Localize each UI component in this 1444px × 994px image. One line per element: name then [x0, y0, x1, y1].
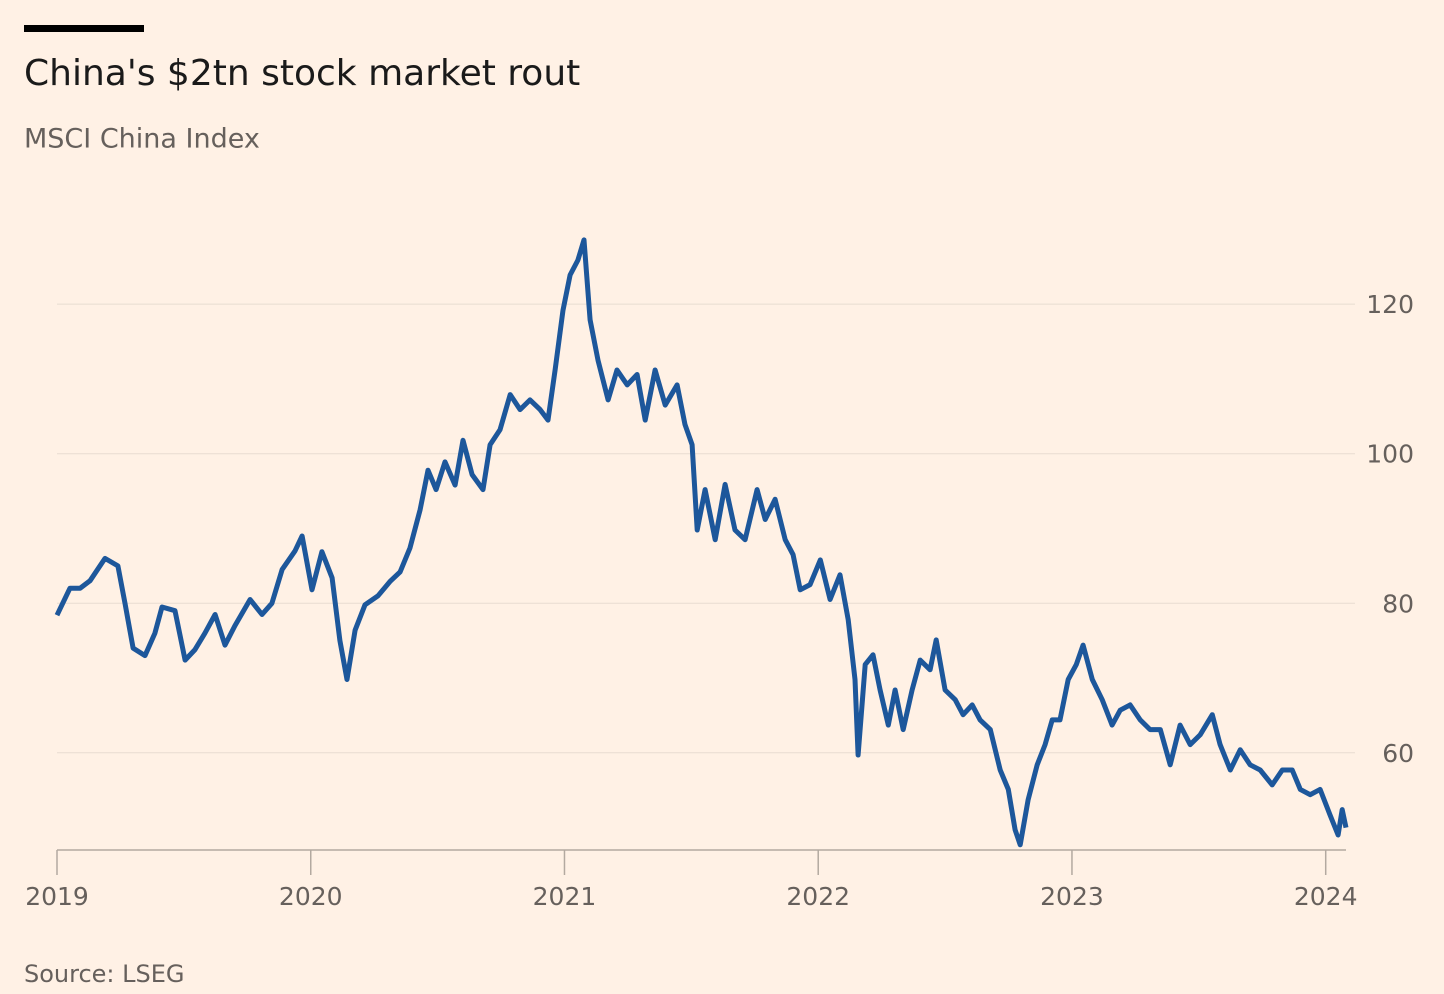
x-tick-label: 2023: [1040, 882, 1104, 911]
x-tick-label: 2019: [25, 882, 89, 911]
x-tick-label: 2020: [279, 882, 343, 911]
x-tick-label: 2024: [1294, 882, 1358, 911]
title-bar: [24, 25, 144, 32]
y-tick-label: 100: [1366, 440, 1414, 469]
y-tick-label: 120: [1366, 290, 1414, 319]
source: Source: LSEG: [24, 960, 185, 988]
chart-title: China's $2tn stock market rout: [24, 53, 580, 94]
y-tick-label: 80: [1382, 589, 1414, 618]
x-tick-label: 2022: [786, 882, 850, 911]
chart-subtitle: MSCI China Index: [24, 124, 260, 155]
y-tick-label: 60: [1382, 739, 1414, 768]
series-line: [54, 237, 1349, 848]
x-tick-label: 2021: [533, 882, 597, 911]
